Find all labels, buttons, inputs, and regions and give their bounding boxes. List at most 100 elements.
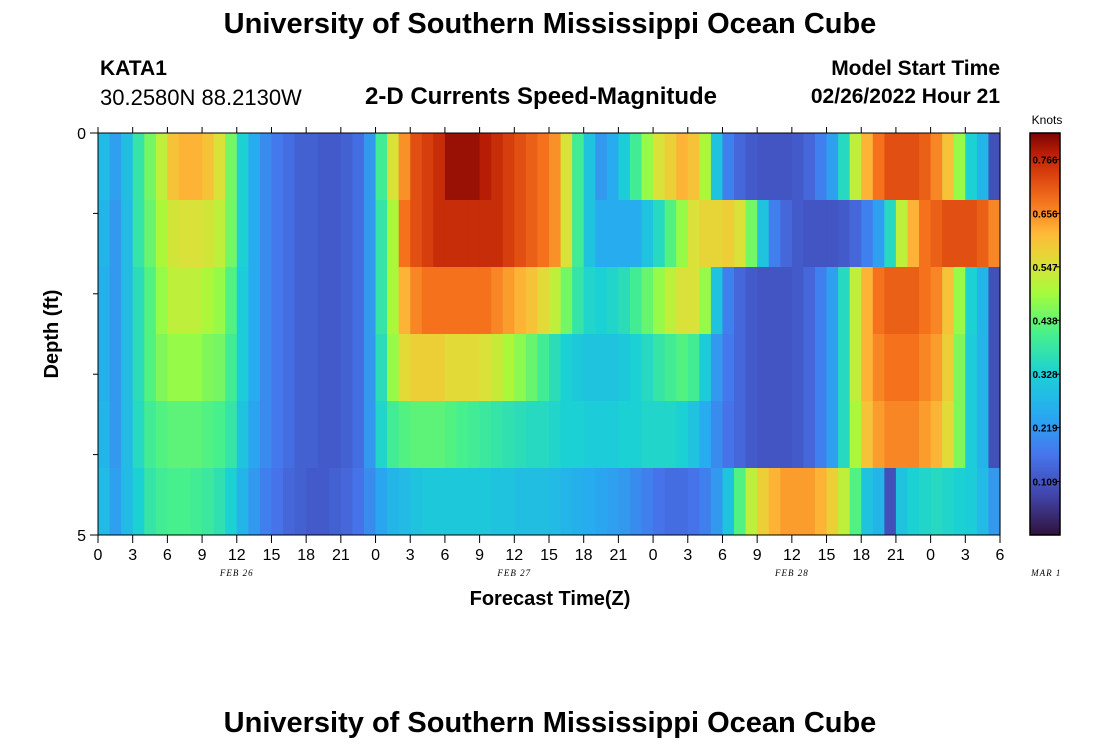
heatmap-cell	[549, 468, 562, 536]
heatmap-cell	[421, 334, 434, 402]
heatmap-cell	[387, 334, 400, 402]
heatmap-cell	[618, 401, 631, 469]
heatmap-cell	[248, 133, 261, 201]
heatmap-cell	[780, 267, 793, 335]
heatmap-cell	[190, 334, 203, 402]
heatmap-cell	[572, 401, 585, 469]
heatmap-cell	[849, 133, 862, 201]
heatmap-cell	[872, 200, 885, 268]
heatmap-cell	[375, 133, 388, 201]
date-label: FEB 26	[219, 568, 254, 578]
heatmap-cell	[514, 133, 527, 201]
heatmap-cell	[826, 133, 839, 201]
heatmap-cell	[259, 468, 273, 536]
heatmap-cell	[653, 200, 666, 268]
heatmap-cell	[907, 267, 920, 335]
heatmap-cell	[942, 133, 955, 201]
heatmap-cell	[965, 267, 978, 335]
heatmap-cell	[259, 401, 273, 469]
heatmap-cell	[814, 200, 828, 268]
heatmap-cell	[525, 133, 539, 201]
heatmap-cell	[976, 468, 990, 536]
heatmap-cell	[491, 401, 504, 469]
heatmap-cell	[653, 468, 666, 536]
heatmap-cell	[317, 468, 330, 536]
heatmap-cell	[121, 133, 134, 201]
heatmap-cell	[317, 401, 330, 469]
heatmap-cell	[606, 334, 619, 402]
heatmap-cell	[537, 200, 550, 268]
heatmap-cell	[468, 200, 481, 268]
heatmap-cell	[653, 267, 666, 335]
heatmap-cell	[479, 200, 492, 268]
heatmap-cell	[826, 401, 839, 469]
heatmap-cell	[340, 401, 354, 469]
heatmap-cell	[294, 468, 307, 536]
heatmap-cell	[132, 334, 145, 402]
heatmap-cell	[907, 401, 920, 469]
heatmap-cell	[456, 133, 469, 201]
heatmap-cell	[884, 334, 897, 402]
heatmap-cell	[271, 468, 284, 536]
heatmap-cell	[664, 133, 677, 201]
heatmap-cell	[444, 267, 458, 335]
heatmap-cell	[803, 200, 816, 268]
heatmap-cell	[468, 468, 481, 536]
heatmap-cell	[988, 468, 1001, 536]
heatmap-cell	[745, 200, 758, 268]
heatmap-cell	[560, 401, 573, 469]
heatmap-cell	[953, 200, 966, 268]
colorbar-tick-label: 0.656	[1032, 209, 1057, 220]
heatmap-cell	[433, 401, 446, 469]
heatmap-cell	[976, 133, 990, 201]
date-label: FEB 28	[774, 568, 809, 578]
heatmap-cell	[583, 468, 596, 536]
heatmap-cell	[259, 200, 273, 268]
heatmap-cell	[294, 133, 307, 201]
heatmap-cell	[444, 401, 458, 469]
heatmap-cell	[433, 468, 446, 536]
heatmap-cell	[525, 267, 539, 335]
heatmap-cell	[803, 401, 816, 469]
heatmap-cell	[583, 267, 596, 335]
heatmap-cell	[930, 267, 943, 335]
heatmap-cell	[259, 334, 273, 402]
heatmap-cell	[109, 267, 122, 335]
heatmap-cell	[410, 133, 423, 201]
heatmap-cell	[664, 401, 677, 469]
date-label: MAR 1	[1030, 568, 1061, 578]
heatmap-cell	[202, 267, 215, 335]
heatmap-cell	[178, 334, 192, 402]
heatmap-cell	[687, 468, 700, 536]
heatmap-cell	[363, 200, 377, 268]
heatmap-cell	[491, 468, 504, 536]
heatmap-cell	[560, 133, 573, 201]
heatmap-cell	[976, 200, 990, 268]
heatmap-cell	[329, 267, 342, 335]
heatmap-cell	[976, 401, 990, 469]
heatmap-cell	[225, 401, 238, 469]
heatmap-cell	[560, 267, 573, 335]
heatmap-cell	[248, 267, 261, 335]
heatmap-cell	[433, 200, 446, 268]
heatmap-cell	[710, 334, 724, 402]
heatmap-cell	[479, 468, 492, 536]
heatmap-cell	[734, 468, 747, 536]
heatmap-cell	[132, 468, 145, 536]
heatmap-cell	[398, 468, 411, 536]
heatmap-cell	[167, 334, 180, 402]
heatmap-cell	[814, 401, 828, 469]
heatmap-cell	[421, 200, 434, 268]
heatmap-cell	[722, 334, 735, 402]
heatmap-cell	[236, 401, 249, 469]
heatmap-cell	[676, 267, 689, 335]
heatmap-cell	[225, 468, 238, 536]
heatmap-cell	[98, 401, 111, 469]
heatmap-cell	[306, 267, 319, 335]
heatmap-cell	[861, 468, 874, 536]
heatmap-cell	[109, 200, 122, 268]
heatmap-cell	[121, 334, 134, 402]
heatmap-cell	[155, 334, 168, 402]
heatmap-cell	[479, 267, 492, 335]
heatmap-cell	[814, 133, 828, 201]
